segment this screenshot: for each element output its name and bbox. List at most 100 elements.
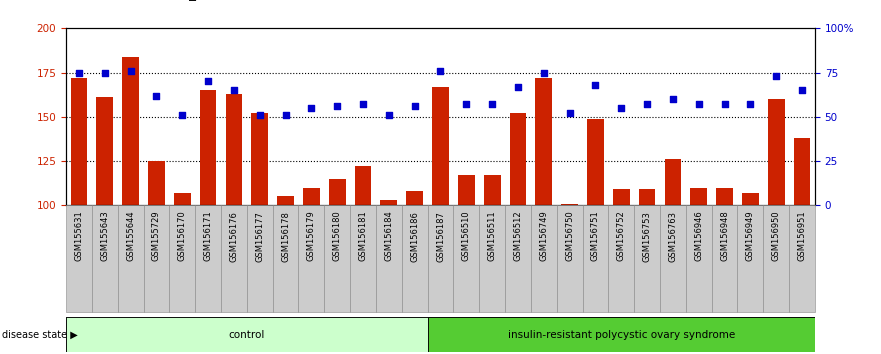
Bar: [794, 138, 811, 205]
FancyBboxPatch shape: [609, 205, 634, 312]
Text: GSM156749: GSM156749: [539, 211, 548, 261]
Point: [72, 70, 86, 75]
Point: [692, 102, 706, 107]
Text: GSM155631: GSM155631: [75, 211, 84, 261]
Point: [511, 84, 525, 90]
FancyBboxPatch shape: [789, 205, 815, 312]
Text: GSM156950: GSM156950: [772, 211, 781, 261]
Text: insulin-resistant polycystic ovary syndrome: insulin-resistant polycystic ovary syndr…: [507, 330, 735, 339]
Point: [98, 70, 112, 75]
FancyBboxPatch shape: [557, 205, 582, 312]
Text: GSM156179: GSM156179: [307, 211, 316, 261]
Bar: [691, 188, 707, 205]
Point: [769, 73, 783, 79]
Text: GSM156951: GSM156951: [797, 211, 806, 261]
Point: [459, 102, 473, 107]
FancyBboxPatch shape: [144, 205, 169, 312]
Bar: [587, 119, 603, 205]
Point: [717, 102, 731, 107]
Bar: [329, 179, 345, 205]
Text: GSM155644: GSM155644: [126, 211, 135, 261]
Text: GSM156181: GSM156181: [359, 211, 367, 261]
Point: [795, 87, 809, 93]
Text: GSM156751: GSM156751: [591, 211, 600, 261]
Bar: [122, 57, 139, 205]
Bar: [406, 191, 423, 205]
FancyBboxPatch shape: [712, 205, 737, 312]
Bar: [251, 113, 268, 205]
Point: [356, 102, 370, 107]
Text: GSM155729: GSM155729: [152, 211, 161, 261]
FancyBboxPatch shape: [66, 205, 92, 312]
FancyBboxPatch shape: [221, 205, 247, 312]
Point: [381, 112, 396, 118]
FancyBboxPatch shape: [169, 205, 196, 312]
FancyBboxPatch shape: [427, 317, 815, 352]
Text: disease state ▶: disease state ▶: [2, 330, 78, 339]
Text: GSM156184: GSM156184: [384, 211, 393, 261]
Text: GSM156180: GSM156180: [333, 211, 342, 261]
Text: GSM156186: GSM156186: [411, 211, 419, 262]
Bar: [303, 188, 320, 205]
FancyBboxPatch shape: [531, 205, 557, 312]
Bar: [278, 196, 294, 205]
FancyBboxPatch shape: [118, 205, 144, 312]
Text: control: control: [229, 330, 265, 339]
Bar: [561, 204, 578, 205]
Text: GSM156750: GSM156750: [565, 211, 574, 261]
FancyBboxPatch shape: [272, 205, 299, 312]
Bar: [742, 193, 759, 205]
Point: [589, 82, 603, 88]
FancyBboxPatch shape: [196, 205, 221, 312]
FancyBboxPatch shape: [402, 205, 427, 312]
Text: GSM156176: GSM156176: [229, 211, 239, 262]
FancyBboxPatch shape: [324, 205, 350, 312]
FancyBboxPatch shape: [376, 205, 402, 312]
Text: GSM156178: GSM156178: [281, 211, 290, 262]
Bar: [664, 159, 681, 205]
Text: GSM156753: GSM156753: [642, 211, 652, 262]
Point: [304, 105, 318, 111]
Text: GSM156510: GSM156510: [462, 211, 470, 261]
Text: GSM156170: GSM156170: [178, 211, 187, 261]
Point: [666, 96, 680, 102]
FancyBboxPatch shape: [660, 205, 685, 312]
Point: [330, 103, 344, 109]
Bar: [381, 200, 397, 205]
Point: [150, 93, 164, 98]
Bar: [639, 189, 655, 205]
Point: [744, 102, 758, 107]
FancyBboxPatch shape: [634, 205, 660, 312]
Bar: [174, 193, 190, 205]
Point: [123, 68, 137, 74]
Point: [433, 68, 448, 74]
Bar: [509, 113, 526, 205]
Bar: [458, 175, 475, 205]
FancyBboxPatch shape: [427, 205, 454, 312]
Point: [614, 105, 628, 111]
FancyBboxPatch shape: [247, 205, 272, 312]
Bar: [484, 175, 500, 205]
FancyBboxPatch shape: [299, 205, 324, 312]
Text: GSM156752: GSM156752: [617, 211, 626, 261]
Bar: [716, 188, 733, 205]
Point: [563, 110, 577, 116]
Text: GSM156949: GSM156949: [746, 211, 755, 261]
Text: GSM156177: GSM156177: [255, 211, 264, 262]
Point: [253, 112, 267, 118]
Text: GSM156512: GSM156512: [514, 211, 522, 261]
FancyBboxPatch shape: [505, 205, 531, 312]
FancyBboxPatch shape: [350, 205, 376, 312]
Point: [175, 112, 189, 118]
FancyBboxPatch shape: [763, 205, 789, 312]
Bar: [432, 87, 449, 205]
Text: GSM156511: GSM156511: [488, 211, 497, 261]
FancyBboxPatch shape: [582, 205, 609, 312]
Point: [640, 102, 654, 107]
Text: GSM156763: GSM156763: [669, 211, 677, 262]
Point: [227, 87, 241, 93]
Bar: [96, 97, 113, 205]
Bar: [226, 94, 242, 205]
Text: GSM156171: GSM156171: [204, 211, 212, 261]
FancyBboxPatch shape: [479, 205, 505, 312]
